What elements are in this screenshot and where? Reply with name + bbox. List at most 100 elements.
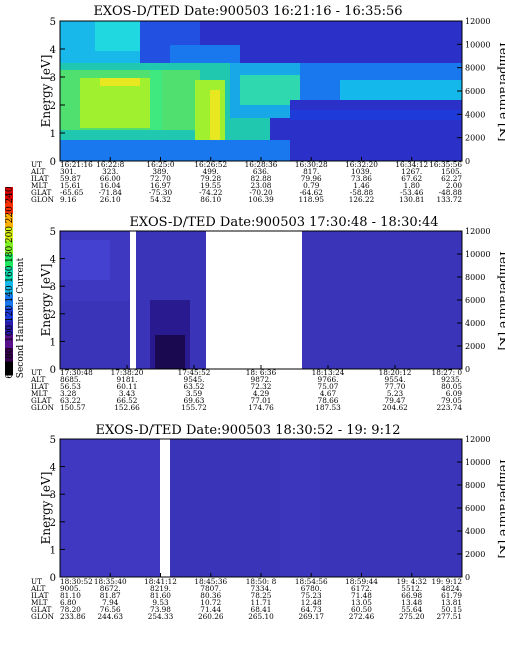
panel-3-gap <box>160 439 170 577</box>
orbit-cell: 106.39 <box>248 195 274 204</box>
orbit-cell: 18:45:36 <box>194 577 227 586</box>
y-right-tick-label: 10000 <box>465 458 490 467</box>
y-right-tick-label: 0 <box>465 365 470 374</box>
y-right-tick-label: 6000 <box>465 504 485 513</box>
y-right-tick-label: 2000 <box>465 550 485 559</box>
colorbar-swatch <box>5 200 13 215</box>
y-tick-label: 2 <box>50 310 56 321</box>
panel-2-ylabel: Energy [eV] <box>39 264 53 337</box>
orbit-cell: 75.07 <box>318 382 339 391</box>
panel-2-ylabel-right: Temperature [K] <box>497 250 505 351</box>
panel-3-ylabel: Energy [eV] <box>39 472 53 545</box>
orbit-cell: 76.56 <box>100 605 121 614</box>
colorbar-tick-label: 120 <box>5 305 15 322</box>
orbit-cell: -71.84 <box>99 188 123 197</box>
y-tick-label: 3 <box>50 73 56 84</box>
orbit-cell: 8219. <box>150 584 171 593</box>
orbit-cell: 16:32:20 <box>345 160 378 169</box>
orbit-row-label: GLAT <box>31 188 52 197</box>
panel-2-band <box>60 240 110 280</box>
orbit-cell: 78.25 <box>251 591 272 600</box>
orbit-cell: 18:20:12 <box>379 368 412 377</box>
orbit-cell: 18:54:56 <box>295 577 328 586</box>
orbit-cell: 174.76 <box>248 403 274 412</box>
orbit-row-label: MLT <box>31 389 48 398</box>
orbit-cell: 260.26 <box>198 612 224 621</box>
orbit-cell: 62.27 <box>441 174 462 183</box>
orbit-cell: 80.36 <box>200 591 221 600</box>
panel-1-band <box>290 110 462 120</box>
orbit-cell: 389. <box>152 167 168 176</box>
colorbar-swatch <box>5 334 13 349</box>
colorbar-swatch <box>5 187 13 201</box>
panel-3-title: EXOS-D/TED Date:900503 18:30:52 - 19: 9:… <box>96 423 401 438</box>
panel-1-ylabel: Energy [eV] <box>39 55 53 128</box>
orbit-cell: -48.88 <box>439 188 463 197</box>
orbit-cell: 81.87 <box>100 591 121 600</box>
y-right-tick-label: 4000 <box>465 319 485 328</box>
colorbar-swatch <box>5 240 13 255</box>
colorbar-swatch <box>5 267 13 282</box>
y-right-tick-label: 10000 <box>465 40 490 49</box>
orbit-cell: -74.22 <box>199 188 222 197</box>
y-right-tick-label: 0 <box>465 157 470 166</box>
y-tick-label: 1 <box>50 545 56 556</box>
orbit-cell: 19.55 <box>200 181 221 190</box>
orbit-cell: 19: 4:32 <box>397 577 427 586</box>
orbit-cell: 54.32 <box>150 195 171 204</box>
orbit-cell: 18:50: 8 <box>246 577 277 586</box>
panel-3: EXOS-D/TED Date:900503 18:30:52 - 19: 9:… <box>30 423 505 621</box>
y-tick-label: 2 <box>50 518 56 529</box>
y-tick-label: 4 <box>50 463 56 474</box>
colorbar-swatch <box>5 254 13 269</box>
orbit-cell: 244.63 <box>97 612 123 621</box>
colorbar-tick-label: 240 <box>5 186 15 203</box>
colorbar-swatch <box>5 294 13 309</box>
orbit-cell: 16:30:28 <box>295 160 328 169</box>
orbit-cell: 8672. <box>100 584 121 593</box>
orbit-cell: -75.30 <box>149 188 173 197</box>
orbit-row-label: ILAT <box>31 591 49 600</box>
orbit-cell: 4.67 <box>320 389 337 398</box>
orbit-cell: 277.51 <box>436 612 462 621</box>
colorbar-swatch <box>5 307 13 322</box>
y-tick-label: 1 <box>50 129 56 140</box>
orbit-cell: -53.46 <box>400 188 424 197</box>
y-tick-label: 0 <box>50 157 56 168</box>
orbit-cell: 60.50 <box>351 605 372 614</box>
orbit-cell: 9872. <box>251 375 272 384</box>
y-right-tick-label: 8000 <box>465 64 485 73</box>
y-tick-label: 3 <box>50 490 56 501</box>
orbit-cell: 4824. <box>441 584 462 593</box>
orbit-cell: 17:45:52 <box>178 368 211 377</box>
orbit-cell: -58.88 <box>350 188 374 197</box>
orbit-cell: 86.10 <box>200 195 221 204</box>
panel-2-gap <box>206 231 302 369</box>
orbit-cell: 75.23 <box>301 591 322 600</box>
orbit-cell: 9181. <box>117 375 138 384</box>
orbit-cell: 499. <box>203 167 219 176</box>
orbit-cell: 13.81 <box>441 598 462 607</box>
orbit-row-label: MLT <box>31 598 48 607</box>
y-right-tick-label: 8000 <box>465 273 485 282</box>
orbit-cell: 18: 6:36 <box>246 368 277 377</box>
panel-1-band <box>60 140 290 161</box>
orbit-cell: 126.22 <box>349 195 375 204</box>
orbit-cell: 63.22 <box>60 396 81 405</box>
orbit-cell: 64.73 <box>301 605 322 614</box>
y-right-tick-label: 8000 <box>465 481 485 490</box>
orbit-cell: 78.66 <box>318 396 339 405</box>
orbit-cell: 60.11 <box>117 382 138 391</box>
orbit-cell: 71.48 <box>351 591 372 600</box>
orbit-cell: 6172. <box>351 584 372 593</box>
orbit-cell: 15.61 <box>60 181 81 190</box>
colorbar-tick-label: 220 <box>5 206 15 223</box>
orbit-row-label: MLT <box>31 181 48 190</box>
orbit-cell: 301. <box>60 167 76 176</box>
orbit-cell: -70.20 <box>249 188 273 197</box>
y-tick-label: 5 <box>50 17 56 28</box>
panel-1: EXOS-D/TED Date:900503 16:21:16 - 16:35:… <box>30 4 505 204</box>
orbit-cell: 66.00 <box>100 174 121 183</box>
orbit-cell: 18:41:12 <box>144 577 177 586</box>
orbit-cell: 0.79 <box>303 181 320 190</box>
